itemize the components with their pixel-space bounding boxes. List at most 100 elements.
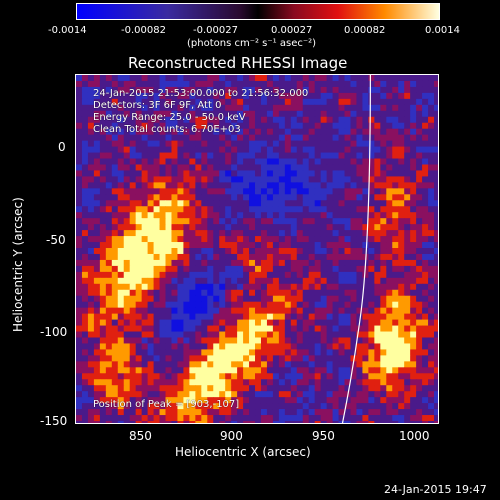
image-pixel	[332, 349, 340, 356]
image-pixel	[111, 122, 119, 130]
image-pixel	[171, 92, 178, 100]
image-pixel	[189, 271, 196, 279]
image-pixel	[237, 391, 244, 398]
image-pixel	[225, 325, 232, 333]
image-pixel	[320, 367, 328, 374]
image-pixel	[147, 313, 155, 321]
image-pixel	[266, 80, 274, 88]
image-pixel	[147, 271, 155, 279]
image-pixel	[129, 349, 137, 356]
image-pixel	[296, 212, 304, 219]
image-pixel	[296, 367, 304, 374]
image-pixel	[374, 343, 381, 350]
image-pixel	[117, 307, 125, 315]
image-pixel	[272, 295, 280, 303]
image-pixel	[159, 355, 167, 362]
image-pixel	[290, 242, 298, 249]
image-pixel	[105, 313, 113, 321]
image-pixel	[422, 176, 429, 183]
image-pixel	[362, 98, 369, 106]
image-pixel	[410, 313, 417, 321]
image-pixel	[171, 277, 178, 285]
image-pixel	[243, 224, 250, 231]
image-pixel	[111, 301, 119, 309]
image-pixel	[231, 307, 238, 315]
image-pixel	[284, 259, 292, 267]
image-pixel	[201, 146, 208, 154]
image-pixel	[392, 391, 399, 398]
image-pixel	[308, 259, 316, 267]
image-pixel	[195, 373, 202, 380]
image-pixel	[189, 289, 196, 297]
image-pixel	[165, 313, 172, 321]
image-pixel	[147, 295, 155, 303]
image-pixel	[195, 313, 202, 321]
solar-limb	[341, 75, 371, 423]
image-pixel	[290, 277, 298, 285]
image-pixel	[183, 265, 190, 273]
image-pixel	[314, 116, 322, 124]
image-pixel	[87, 337, 95, 344]
image-pixel	[308, 355, 316, 362]
image-pixel	[171, 373, 178, 380]
image-pixel	[284, 110, 292, 118]
image-pixel	[159, 182, 167, 189]
image-pixel	[231, 116, 238, 124]
image-pixel	[213, 164, 220, 171]
image-pixel	[87, 355, 95, 362]
image-pixel	[368, 379, 375, 386]
image-pixel	[314, 212, 322, 219]
image-pixel	[141, 86, 149, 94]
image-pixel	[356, 277, 363, 285]
image-pixel	[129, 170, 137, 177]
image-pixel	[314, 319, 322, 327]
image-pixel	[129, 391, 137, 398]
image-pixel	[290, 355, 298, 362]
image-pixel	[434, 194, 438, 201]
image-pixel	[434, 116, 438, 124]
image-pixel	[129, 379, 137, 386]
image-pixel	[302, 104, 310, 112]
image-pixel	[255, 122, 262, 130]
image-pixel	[177, 301, 184, 309]
image-pixel	[428, 313, 435, 321]
image-pixel	[326, 75, 334, 82]
image-pixel	[380, 230, 387, 237]
image-pixel	[374, 349, 381, 356]
image-pixel	[123, 361, 131, 368]
image-pixel	[105, 421, 113, 423]
image-pixel	[266, 313, 274, 321]
image-pixel	[338, 158, 346, 165]
image-pixel	[249, 361, 256, 368]
image-pixel	[398, 218, 405, 225]
image-pixel	[81, 253, 89, 261]
image-pixel	[201, 343, 208, 350]
image-pixel	[338, 283, 346, 291]
image-pixel	[153, 98, 161, 106]
image-pixel	[147, 128, 155, 136]
image-pixel	[99, 367, 107, 374]
image-pixel	[237, 134, 244, 142]
image-pixel	[255, 188, 262, 195]
image-pixel	[386, 409, 393, 416]
image-pixel	[296, 253, 304, 261]
image-pixel	[99, 343, 107, 350]
image-pixel	[111, 206, 119, 213]
image-pixel	[320, 403, 328, 410]
image-pixel	[320, 289, 328, 297]
image-pixel	[111, 271, 119, 279]
image-pixel	[153, 170, 161, 177]
image-pixel	[249, 75, 256, 82]
image-pixel	[165, 176, 172, 183]
image-pixel	[410, 146, 417, 154]
image-pixel	[350, 128, 357, 136]
image-pixel	[213, 349, 220, 356]
image-pixel	[153, 295, 161, 303]
image-pixel	[123, 307, 131, 315]
image-pixel	[129, 218, 137, 225]
image-pixel	[428, 265, 435, 273]
image-pixel	[219, 355, 226, 362]
image-pixel	[434, 337, 438, 344]
image-pixel	[338, 176, 346, 183]
image-pixel	[165, 337, 172, 344]
